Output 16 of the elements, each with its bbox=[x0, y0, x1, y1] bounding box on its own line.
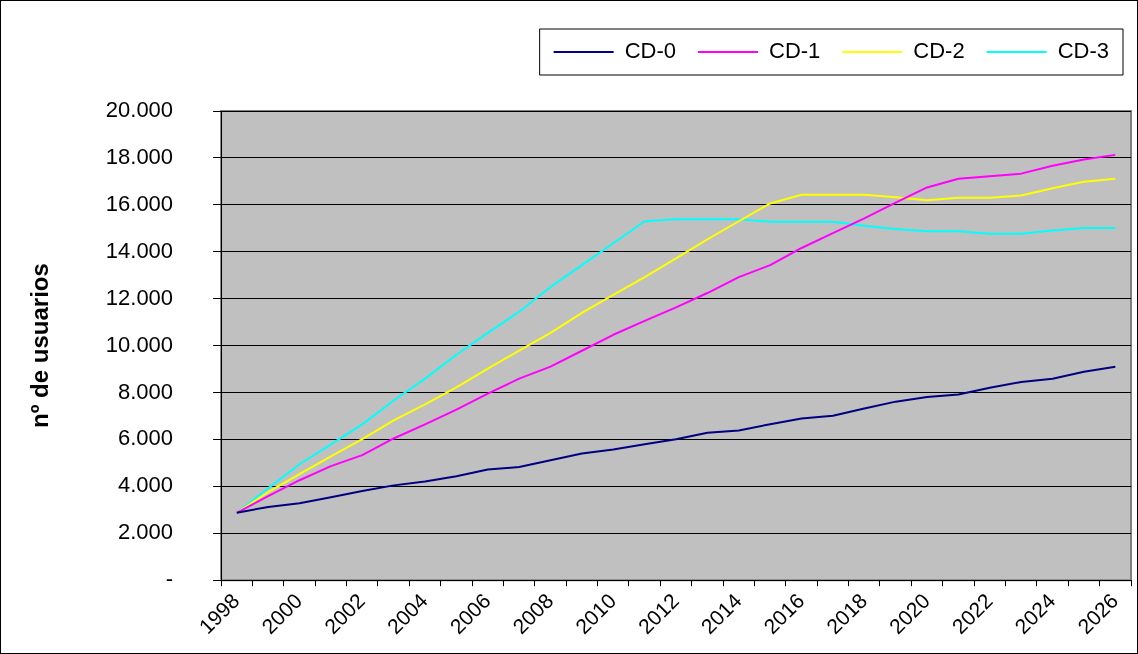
y-tick-label: 12.000 bbox=[105, 284, 174, 310]
legend-label: CD-3 bbox=[1057, 38, 1110, 64]
y-tick-label: 18.000 bbox=[105, 143, 174, 169]
y-axis-title: nº de usuarios bbox=[26, 263, 54, 428]
y-tick-label: - bbox=[165, 566, 174, 592]
y-tick-label: 6.000 bbox=[118, 425, 174, 451]
y-tick-label: 20.000 bbox=[105, 97, 174, 123]
y-tick-label: 4.000 bbox=[118, 472, 174, 498]
legend-label: CD-2 bbox=[913, 38, 965, 64]
y-tick-label: 2.000 bbox=[118, 519, 174, 545]
y-tick-label: 14.000 bbox=[105, 237, 174, 263]
legend-label: CD-1 bbox=[768, 38, 821, 64]
y-tick-label: 16.000 bbox=[105, 190, 174, 216]
y-tick-label: 8.000 bbox=[118, 378, 174, 404]
y-tick-label: 10.000 bbox=[105, 331, 174, 357]
legend-label: CD-0 bbox=[624, 38, 676, 64]
